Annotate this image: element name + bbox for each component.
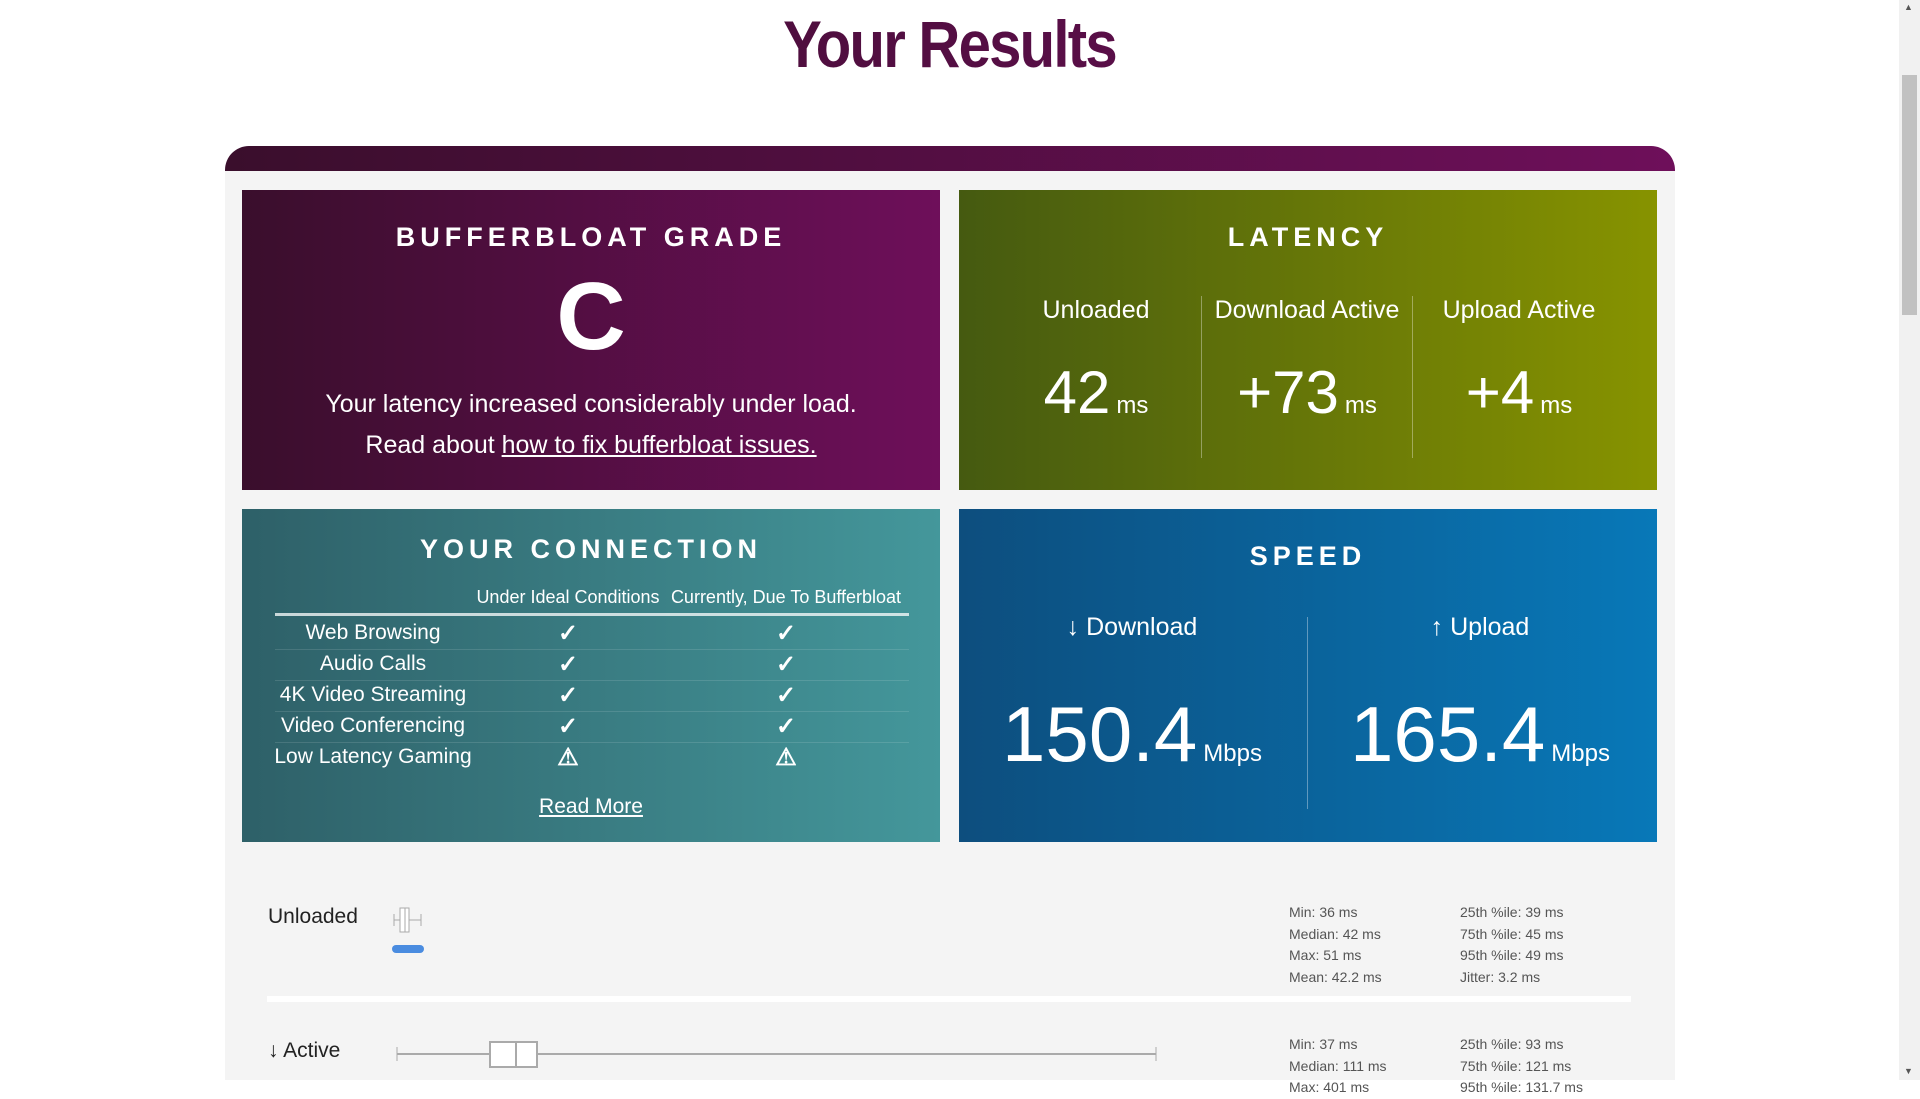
grade-letter: C	[556, 263, 626, 370]
bufferbloat-grade-card: BUFFERBLOAT GRADE C Your latency increas…	[242, 190, 940, 490]
stats-column: 25th %ile: 93 ms 75th %ile: 121 ms 95th %i…	[1460, 1034, 1583, 1099]
row-label: Audio Calls	[319, 652, 427, 675]
latency-card: LATENCY Unloaded Download Active Upload …	[959, 190, 1657, 490]
grade-read-about: Read about how to fix bufferbloat issues…	[365, 431, 816, 460]
download-label: ↓ Download	[1066, 613, 1198, 641]
unloaded-boxplot	[392, 907, 424, 953]
row-label: 4K Video Streaming	[279, 683, 467, 706]
unloaded-detail-label: Unloaded	[268, 905, 358, 928]
stat-value: Max: 401 ms	[1289, 1079, 1370, 1095]
check-icon: ✓	[775, 651, 797, 678]
upload-label: ↑ Upload	[1430, 613, 1530, 641]
read-more-link[interactable]: Read More	[539, 795, 643, 818]
row-label: Web Browsing	[305, 621, 441, 644]
separator	[267, 996, 1631, 1002]
active-boxplot	[396, 1041, 1157, 1068]
check-icon: ✓	[557, 713, 579, 740]
speed-card: SPEED ↓ Download ↑ Upload 150.4 Mbps 165.…	[959, 509, 1657, 842]
scroll-up-icon[interactable]: ▲	[1904, 2, 1913, 12]
read-about-text: Read about	[365, 431, 502, 459]
scroll-down-icon[interactable]: ▼	[1904, 1066, 1913, 1076]
connection-row: Video Conferencing ✓ ✓	[275, 712, 909, 743]
warning-icon: ⚠	[557, 744, 579, 771]
check-icon: ✓	[557, 682, 579, 709]
unit: Mbps	[1551, 740, 1610, 767]
check-icon: ✓	[775, 713, 797, 740]
scrollbar-thumb[interactable]	[1902, 75, 1917, 315]
latency-unloaded-value: 42 ms	[1044, 358, 1149, 427]
connection-row: Web Browsing ✓ ✓	[275, 619, 909, 650]
stat-value: Min: 37 ms	[1289, 1036, 1358, 1052]
check-icon: ✓	[557, 651, 579, 678]
stats-column: 25th %ile: 39 ms 75th %ile: 45 ms 95th %il…	[1460, 902, 1564, 988]
stat-value: Min: 36 ms	[1289, 904, 1358, 920]
connection-row: 4K Video Streaming ✓ ✓	[275, 681, 909, 712]
box	[489, 1041, 538, 1068]
grade-heading: BUFFERBLOAT GRADE	[395, 222, 787, 252]
value: 165.4	[1350, 690, 1546, 778]
check-icon: ✓	[775, 682, 797, 709]
stat-value: Jitter: 3.2 ms	[1460, 968, 1541, 985]
header-divider	[275, 613, 909, 616]
row-label: Low Latency Gaming	[274, 745, 472, 768]
stat-value: 95th %ile: 131.7 ms	[1460, 1079, 1583, 1095]
connection-heading: YOUR CONNECTION	[419, 534, 762, 564]
stat-value: Median: 42 ms	[1289, 925, 1381, 942]
range-marker	[392, 945, 424, 953]
latency-unloaded-label: Unloaded	[1042, 296, 1150, 324]
divider	[1307, 617, 1308, 809]
stat-value: 75th %ile: 121 ms	[1460, 1057, 1572, 1074]
column-ideal: Under Ideal Conditions	[476, 587, 660, 607]
check-icon: ✓	[557, 620, 579, 647]
speed-heading: SPEED	[1249, 541, 1367, 571]
check-icon: ✓	[775, 620, 797, 647]
results-header-bar	[225, 146, 1675, 172]
stat-value: 75th %ile: 45 ms	[1460, 925, 1564, 942]
connection-card: YOUR CONNECTION Under Ideal Conditions C…	[242, 509, 940, 842]
divider	[1412, 296, 1413, 458]
upload-value: 165.4 Mbps	[1350, 689, 1610, 780]
latency-download-label: Download Active	[1214, 296, 1400, 324]
stat-value: 95th %ile: 49 ms	[1460, 947, 1564, 963]
latency-heading: LATENCY	[1227, 222, 1389, 252]
divider	[1201, 296, 1202, 458]
page-title: Your Results	[114, 6, 1785, 82]
fix-bufferbloat-link[interactable]: how to fix bufferbloat issues.	[501, 431, 817, 459]
unit: Mbps	[1203, 740, 1262, 767]
warning-icon: ⚠	[775, 744, 797, 771]
grade-message: Your latency increased considerably unde…	[325, 390, 857, 418]
stat-value: Mean: 42.2 ms	[1289, 968, 1382, 985]
stat-value: 25th %ile: 39 ms	[1460, 904, 1564, 920]
stat-value: 25th %ile: 93 ms	[1460, 1036, 1564, 1052]
connection-row: Low Latency Gaming ⚠ ⚠	[274, 743, 909, 774]
latency-upload-value: +4 ms	[1466, 358, 1572, 427]
latency-upload-label: Upload Active	[1442, 296, 1596, 324]
value: +4	[1465, 359, 1535, 426]
stats-column: Min: 37 ms Median: 111 ms Max: 401 ms	[1289, 1034, 1387, 1099]
value: +73	[1237, 359, 1339, 426]
unit: ms	[1116, 392, 1149, 419]
value: 42	[1043, 359, 1111, 426]
row-label: Video Conferencing	[280, 714, 466, 737]
stats-column: Min: 36 ms Median: 42 ms Max: 51 ms Mean: 4…	[1289, 902, 1382, 988]
active-detail-label: ↓ Active	[268, 1039, 341, 1062]
download-value: 150.4 Mbps	[1002, 689, 1262, 780]
stat-value: Median: 111 ms	[1289, 1057, 1387, 1074]
value: 150.4	[1002, 690, 1198, 778]
connection-row: Audio Calls ✓ ✓	[275, 650, 909, 681]
unit: ms	[1344, 392, 1377, 419]
latency-download-value: +73 ms	[1237, 358, 1377, 427]
unit: ms	[1540, 392, 1573, 419]
column-current: Currently, Due To Bufferbloat	[670, 587, 902, 607]
stat-value: Max: 51 ms	[1289, 947, 1362, 963]
